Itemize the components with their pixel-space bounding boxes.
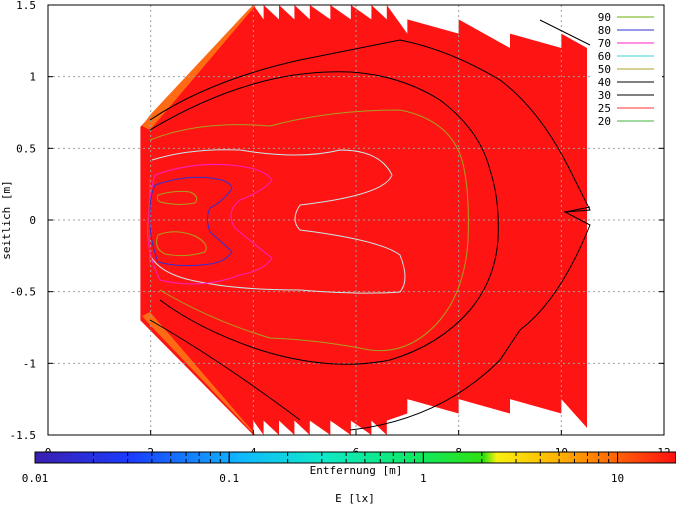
contour-line-60 (149, 149, 406, 294)
colorbar (34, 451, 676, 464)
y-tick-label: 0 (29, 214, 36, 227)
contour-line-30 (149, 71, 499, 365)
legend-label: 40 (598, 76, 611, 89)
contour-line-90-bottom (156, 231, 207, 257)
y-tick-label: -0.5 (10, 286, 37, 299)
legend-label: 50 (598, 63, 611, 76)
y-tick-label: -1 (23, 357, 36, 370)
x-axis-label: Entfernung [m] (310, 464, 403, 477)
contour-line-50 (149, 109, 469, 352)
colorbar-label: E [lx] (335, 492, 375, 505)
legend-label: 25 (598, 102, 611, 115)
grid-lines (48, 5, 664, 435)
contour-line-right-notch (564, 206, 591, 213)
edge-gradient-bottom (142, 312, 256, 435)
y-tick-label: -1.5 (10, 429, 37, 442)
y-tick-label: 1.5 (16, 0, 36, 12)
edge-gradient-top (142, 5, 256, 130)
legend-label: 20 (598, 115, 611, 128)
contour-line-70 (147, 163, 273, 285)
y-tick-label: 1 (29, 71, 36, 84)
legend-label: 80 (598, 24, 611, 37)
contour-line-25 (148, 177, 151, 266)
contour-line-20-outer (149, 39, 591, 431)
colorbar-tick-label: 10 (611, 472, 624, 485)
legend-label: 60 (598, 50, 611, 63)
legend-label: 90 (598, 11, 611, 24)
contour-line-80 (149, 176, 233, 267)
y-tick-label: 0.5 (16, 142, 36, 155)
y-axis-ticks: 1.5 1 0.5 0 -0.5 -1 -1.5 (10, 0, 664, 442)
colorbar-tick-label: 1 (420, 472, 427, 485)
colorbar-tick-label: 0.1 (219, 472, 239, 485)
y-axis-label: seitlich [m] (0, 180, 13, 259)
contour-line-90-top (156, 190, 198, 205)
legend-label: 30 (598, 89, 611, 102)
colorbar-tick-label: 0.01 (22, 472, 49, 485)
legend-label: 70 (598, 37, 611, 50)
colorbar-ticks: 0.01 0.1 1 10 (22, 452, 676, 485)
contour-line-40 (539, 19, 591, 46)
